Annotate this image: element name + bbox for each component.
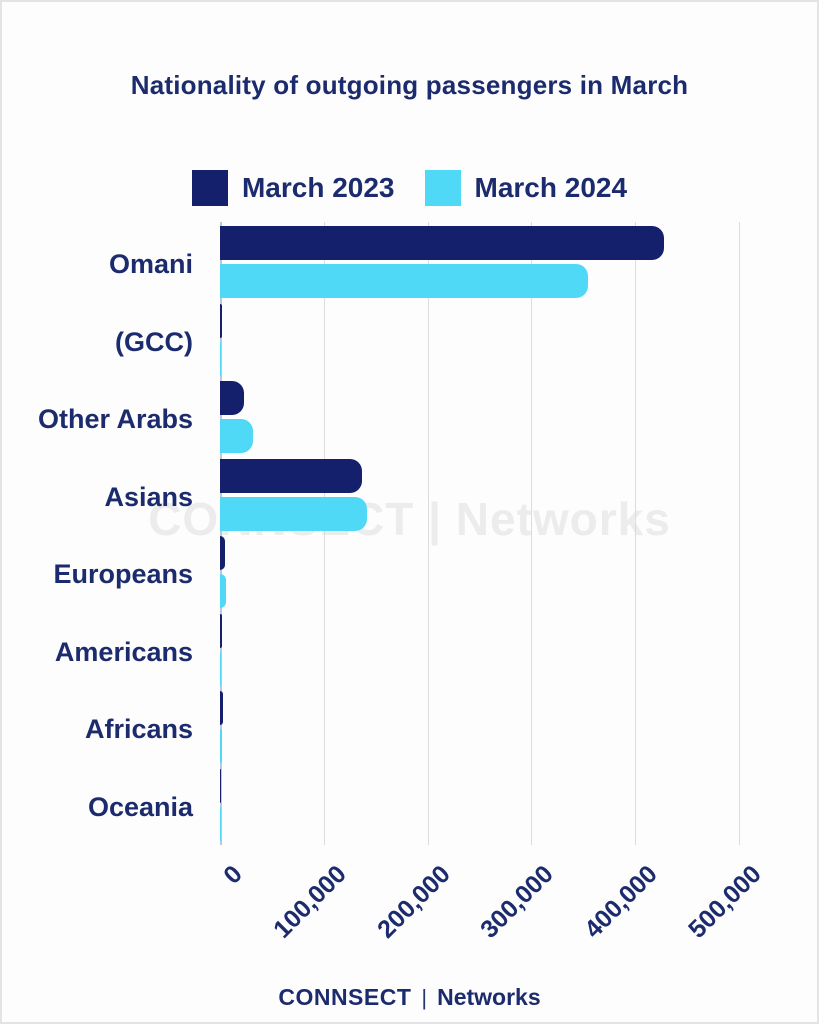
bar-asians-march-2024 — [220, 496, 368, 531]
category-label-asians: Asians — [104, 481, 193, 512]
chart-title: Nationality of outgoing passengers in Ma… — [130, 70, 689, 100]
x-tick-label-300000: 300,000 — [475, 860, 560, 944]
bar-other-arabs-march-2024 — [220, 419, 254, 453]
gridline-x-200000 — [427, 222, 429, 845]
y-axis-line — [220, 222, 222, 845]
bar-europeans-march-2023 — [220, 536, 225, 570]
category-label-americans: Americans — [54, 636, 193, 667]
bar-europeans-march-2024 — [220, 574, 226, 608]
x-tick-label-100000: 100,000 — [267, 860, 352, 944]
category-label-africans: Africans — [84, 714, 193, 744]
bar-africans-march-2023 — [220, 691, 223, 725]
bar-oceania-march-2023 — [220, 768, 221, 803]
legend-item-march-2023: March 2023 — [191, 170, 395, 206]
bar-africans-march-2024 — [220, 729, 223, 763]
bar-omani-march-2024 — [220, 264, 589, 298]
bar-other-arabs-march-2023 — [220, 381, 244, 415]
footer-brand-connsect: CONNSECT — [278, 984, 412, 1010]
gridline-x-100000 — [323, 222, 325, 845]
footer-brand-networks: Networks — [437, 984, 541, 1010]
legend-label-march-2024: March 2024 — [474, 172, 628, 203]
category-label-oceania: Oceania — [87, 791, 193, 822]
bar-oceania-march-2024 — [220, 806, 221, 841]
footer-logo: CONNSECT | Networks — [2, 984, 817, 1011]
category-label-other-arabs: Other Arabs — [37, 404, 193, 434]
legend-label-march-2023: March 2023 — [241, 172, 395, 203]
bar-americans-march-2023 — [220, 613, 223, 648]
x-tick-label-200000: 200,000 — [371, 860, 456, 944]
bar-omani-march-2023 — [220, 226, 665, 260]
footer-separator: | — [421, 984, 428, 1010]
gridline-x-500000 — [739, 222, 740, 845]
legend-item-march-2024: March 2024 — [424, 170, 628, 206]
legend-swatch-march-2024 — [424, 170, 461, 206]
bar-gcc-march-2024 — [220, 341, 222, 376]
bar-asians-march-2023 — [220, 458, 363, 493]
x-tick-label-500000: 500,000 — [683, 860, 767, 944]
plot-area — [220, 222, 780, 845]
gridline-x-400000 — [635, 222, 637, 845]
x-tick-label-400000: 400,000 — [579, 860, 663, 944]
bar-gcc-march-2023 — [220, 303, 222, 338]
category-label-gcc: (GCC) — [115, 326, 193, 357]
legend: March 2023 March 2024 — [2, 170, 817, 206]
bar-americans-march-2024 — [220, 651, 222, 686]
category-label-omani: Omani — [108, 249, 193, 279]
gridline-x-300000 — [531, 222, 533, 845]
x-tick-label-0: 0 — [218, 860, 248, 890]
category-label-europeans: Europeans — [53, 559, 193, 589]
legend-swatch-march-2023 — [191, 170, 228, 206]
